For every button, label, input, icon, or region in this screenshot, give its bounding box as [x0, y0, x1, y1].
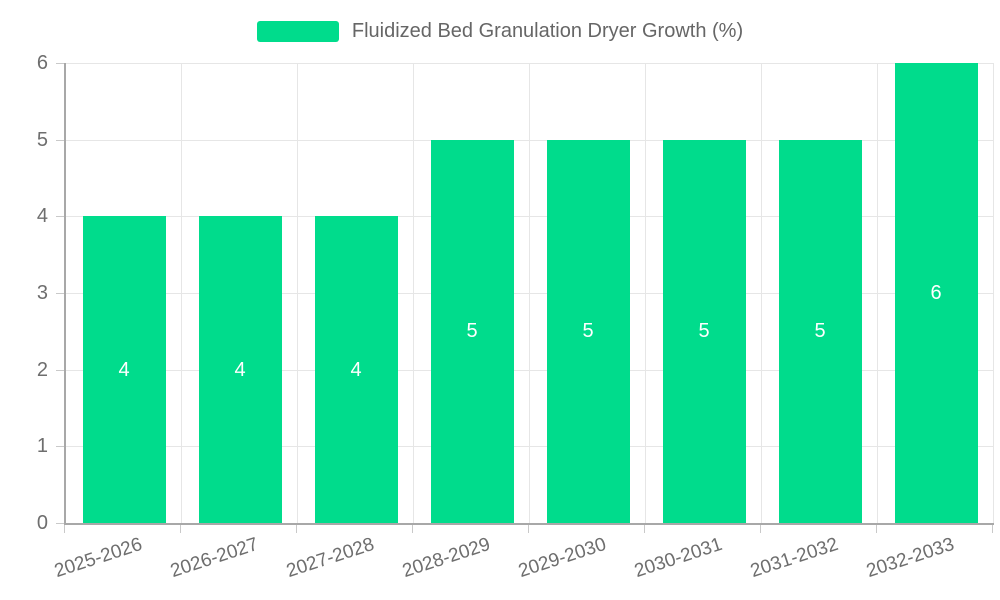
vertical-gridline [297, 63, 298, 523]
bar-value-label: 4 [118, 358, 130, 381]
x-axis-tick [876, 525, 877, 533]
bar-value-label: 5 [466, 320, 478, 343]
y-axis-tick [56, 523, 64, 524]
legend-label: Fluidized Bed Granulation Dryer Growth (… [351, 19, 744, 42]
bar[interactable]: 5 [430, 139, 514, 523]
y-axis-label: 4 [36, 205, 48, 228]
bar[interactable]: 4 [82, 216, 166, 523]
vertical-gridline [993, 63, 994, 523]
vertical-gridline [181, 63, 182, 523]
bar[interactable]: 4 [314, 216, 398, 523]
x-axis-tick [760, 525, 761, 533]
vertical-gridline [645, 63, 646, 523]
vertical-gridline [761, 63, 762, 523]
y-axis-label: 2 [36, 358, 48, 381]
x-axis-tick [296, 525, 297, 533]
x-axis-tick [528, 525, 529, 533]
x-axis-tick [180, 525, 181, 533]
y-axis-line [64, 63, 66, 525]
vertical-gridline [529, 63, 530, 523]
y-axis-tick [56, 139, 64, 141]
y-axis-tick [56, 293, 64, 294]
plot-area: 4 4 4 5 5 5 5 6 [66, 63, 994, 523]
x-axis-line [64, 523, 994, 525]
horizontal-gridline [66, 293, 994, 294]
legend-swatch [256, 20, 339, 42]
bar[interactable]: 5 [662, 139, 746, 523]
bar-value-label: 5 [698, 320, 710, 343]
x-axis-tick [992, 525, 993, 533]
y-axis-label: 1 [36, 435, 48, 458]
bar[interactable]: 5 [778, 139, 862, 523]
y-axis-label: 5 [36, 128, 48, 151]
y-axis-tick [56, 446, 64, 448]
bar[interactable]: 5 [546, 139, 630, 523]
bar-value-label: 4 [234, 358, 246, 381]
y-axis-tick [56, 63, 64, 64]
bar[interactable]: 6 [894, 63, 978, 523]
horizontal-gridline [66, 139, 994, 141]
bar[interactable]: 4 [198, 216, 282, 523]
y-axis-tick [56, 369, 64, 371]
vertical-gridline [413, 63, 414, 523]
horizontal-gridline [66, 63, 994, 64]
bar-value-label: 5 [814, 320, 826, 343]
bar-value-label: 5 [582, 320, 594, 343]
horizontal-gridline [66, 216, 994, 218]
vertical-gridline [877, 63, 878, 523]
y-axis-label: 3 [36, 282, 48, 304]
bar-value-label: 6 [930, 282, 942, 304]
x-axis-tick [644, 525, 645, 533]
y-axis-label: 6 [36, 52, 48, 74]
bar-value-label: 4 [350, 358, 362, 381]
legend[interactable]: Fluidized Bed Granulation Dryer Growth (… [0, 17, 1000, 45]
y-axis-tick [56, 216, 64, 218]
x-axis-tick [412, 525, 413, 533]
x-axis-tick [64, 525, 65, 533]
horizontal-gridline [66, 446, 994, 448]
y-axis-label: 0 [36, 512, 48, 534]
horizontal-gridline [66, 369, 994, 371]
